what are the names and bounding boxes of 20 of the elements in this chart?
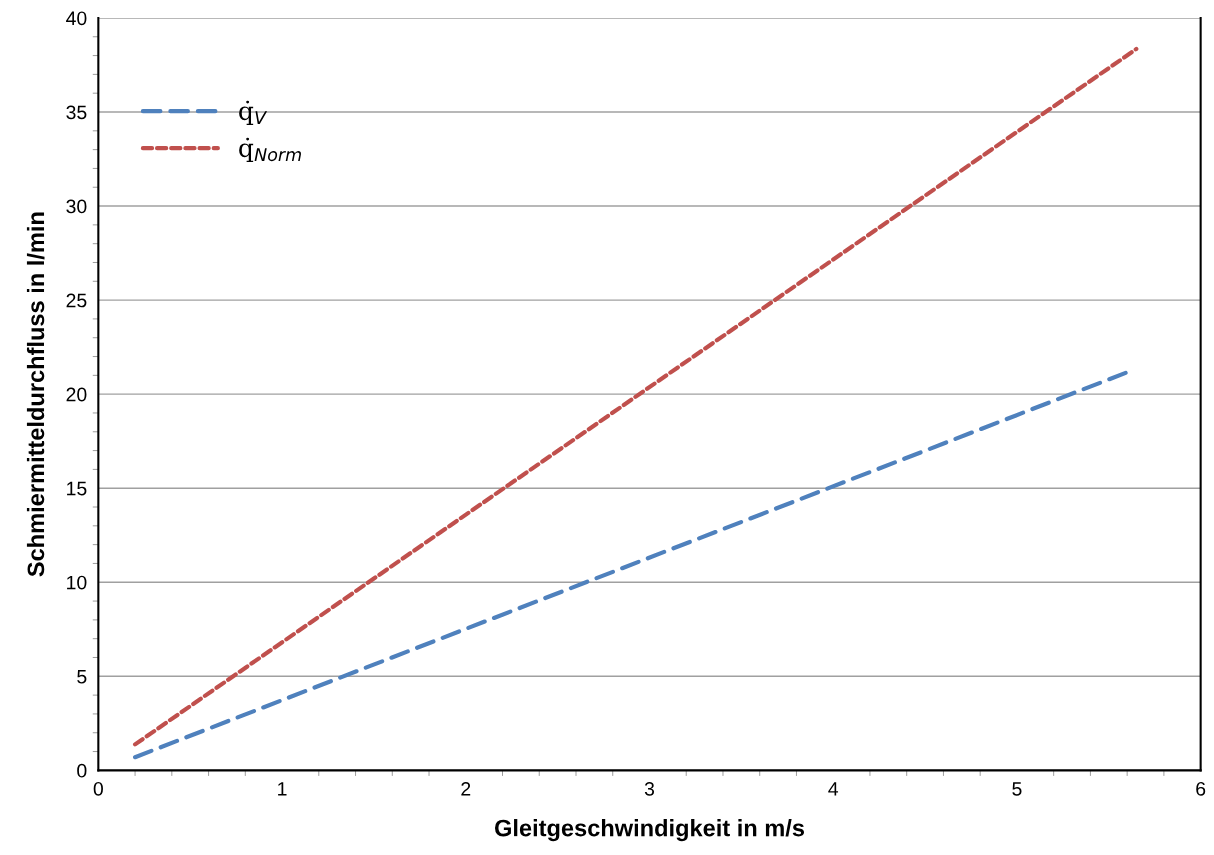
x-tick-label: 2 (461, 781, 471, 796)
y-tick-label: 10 (67, 575, 87, 590)
x-tick-label: 1 (278, 782, 287, 796)
y-tick-label: 15 (67, 481, 87, 496)
y-tick-label: 30 (66, 199, 87, 214)
y-tick-label: 25 (66, 293, 87, 308)
legend-label: q̇$_{Norm}$ (239, 137, 301, 162)
x-tick-label: 4 (828, 782, 839, 796)
y-tick-label: 0 (77, 763, 87, 778)
x-axis-title: Gleitgeschwindigkeit in m/s (495, 819, 805, 842)
y-tick-label: 20 (66, 387, 87, 402)
x-tick-label: 6 (1196, 781, 1206, 796)
x-tick-label: 0 (93, 781, 103, 796)
x-tick-label: 3 (644, 781, 655, 796)
y-tick-label: 5 (77, 669, 87, 684)
y-tick-label: 40 (66, 11, 87, 26)
y-tick-label: 35 (66, 105, 87, 120)
x-tick-label: 5 (1012, 782, 1022, 796)
y-axis-title: Schmiermitteldurchfluss in l/min (26, 212, 45, 577)
legend-label: q̇$_{V}$ (239, 100, 268, 125)
